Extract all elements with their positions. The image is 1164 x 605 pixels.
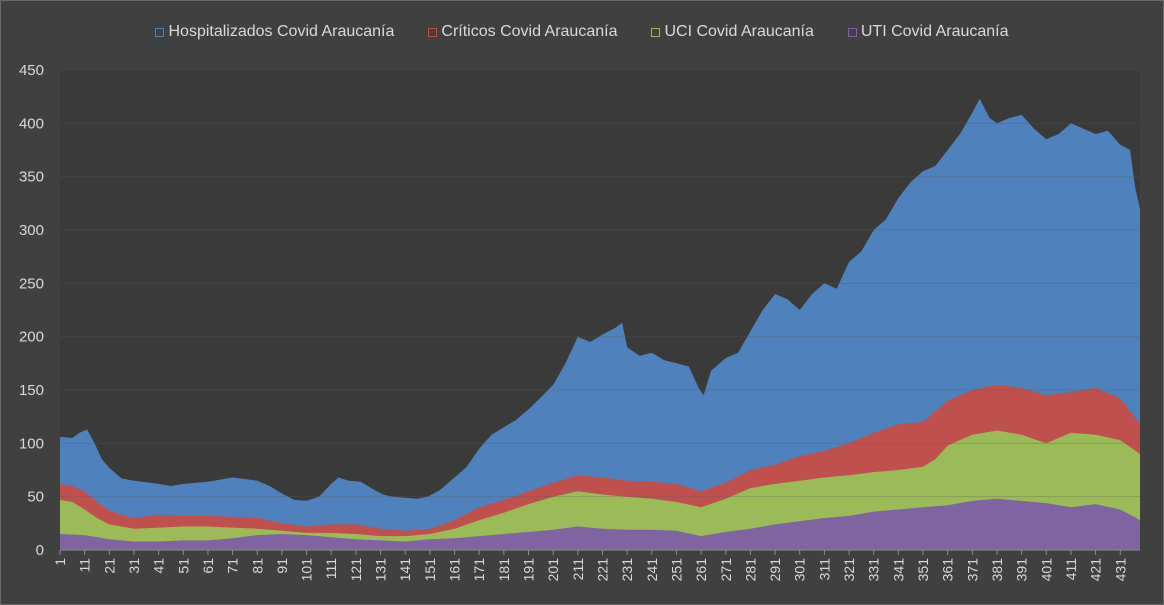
x-tick-label: 371 <box>964 558 980 582</box>
x-tick-label: 221 <box>594 558 610 582</box>
x-tick-label: 281 <box>742 558 758 582</box>
legend-swatch-uci <box>651 27 661 37</box>
x-tick-label: 181 <box>496 558 512 582</box>
legend: Hospitalizados Covid Araucanía Críticos … <box>0 23 1164 41</box>
x-tick-label: 161 <box>447 558 463 582</box>
x-axis: 1 11 21 31 41 51 61 71 81 91 101 111 121 131 141 151 161… <box>52 549 1140 582</box>
x-tick-label: 31 <box>126 558 142 574</box>
y-tick-label: 50 <box>27 489 44 506</box>
x-tick-label: 101 <box>299 558 315 582</box>
x-tick-label: 361 <box>940 558 956 582</box>
legend-swatch-uti <box>847 27 857 37</box>
legend-item-criticos: Críticos Covid Araucanía <box>428 23 617 41</box>
x-tick-label: 251 <box>668 558 684 582</box>
x-tick-label: 171 <box>471 558 487 582</box>
x-tick-label: 301 <box>792 558 808 582</box>
x-tick-label: 41 <box>151 558 167 574</box>
x-tick-label: 261 <box>693 558 709 582</box>
area-uti <box>60 498 1140 550</box>
legend-swatch-hospitalizados <box>155 27 165 37</box>
y-tick-label: 450 <box>19 62 44 79</box>
legend-label-criticos: Críticos Covid Araucanía <box>441 23 618 40</box>
x-tick-label: 1 <box>52 558 68 566</box>
y-tick-label: 200 <box>19 329 44 346</box>
x-tick-label: 51 <box>175 558 191 574</box>
x-tick-label: 271 <box>718 558 734 582</box>
x-tick-label: 131 <box>373 558 389 582</box>
x-tick-label: 91 <box>274 558 290 574</box>
legend-swatch-criticos <box>428 27 438 37</box>
x-tick-label: 351 <box>915 558 931 582</box>
series-areas <box>60 98 1140 551</box>
legend-label-uti: UTI Covid Araucanía <box>860 23 1009 40</box>
x-tick-label: 291 <box>767 558 783 582</box>
legend-label-uci: UCI Covid Araucanía <box>664 23 814 40</box>
y-tick-label: 400 <box>19 115 44 132</box>
x-tick-label: 341 <box>890 558 906 582</box>
legend-item-hospitalizados: Hospitalizados Covid Araucanía <box>155 23 394 41</box>
y-tick-label: 350 <box>19 169 44 186</box>
x-tick-label: 191 <box>520 558 536 582</box>
x-tick-label: 401 <box>1038 558 1054 582</box>
x-tick-label: 201 <box>545 558 561 582</box>
x-tick-label: 431 <box>1112 558 1128 582</box>
y-tick-label: 100 <box>19 435 44 452</box>
x-tick-label: 421 <box>1088 558 1104 582</box>
y-tick-label: 0 <box>36 542 44 559</box>
x-tick-label: 231 <box>619 558 635 582</box>
x-tick-label: 411 <box>1063 558 1079 581</box>
x-tick-label: 71 <box>225 558 241 574</box>
legend-item-uti: UTI Covid Araucanía <box>847 23 1009 41</box>
x-tick-label: 141 <box>397 558 413 582</box>
gridlines <box>60 69 1140 498</box>
x-tick-label: 81 <box>249 558 265 574</box>
legend-item-uci: UCI Covid Araucanía <box>651 23 814 41</box>
x-tick-label: 61 <box>200 558 216 574</box>
legend-label-hospitalizados: Hospitalizados Covid Araucanía <box>168 23 395 40</box>
x-tick-label: 211 <box>570 558 586 581</box>
x-tick-label: 111 <box>323 558 339 579</box>
x-tick-label: 321 <box>841 558 857 582</box>
x-tick-label: 331 <box>866 558 882 582</box>
y-tick-label: 250 <box>19 275 44 292</box>
y-tick-label: 150 <box>19 382 44 399</box>
x-tick-label: 11 <box>77 558 93 573</box>
x-tick-label: 241 <box>644 558 660 582</box>
x-tick-label: 121 <box>348 558 364 582</box>
y-tick-label: 300 <box>19 222 44 239</box>
x-tick-label: 21 <box>101 558 117 574</box>
x-tick-label: 381 <box>989 558 1005 582</box>
y-axis: 0 50 100 150 200 250 300 350 400 450 <box>19 62 44 559</box>
x-tick-label: 151 <box>422 558 438 582</box>
x-tick-label: 311 <box>816 558 832 581</box>
x-tick-label: 391 <box>1014 558 1030 582</box>
